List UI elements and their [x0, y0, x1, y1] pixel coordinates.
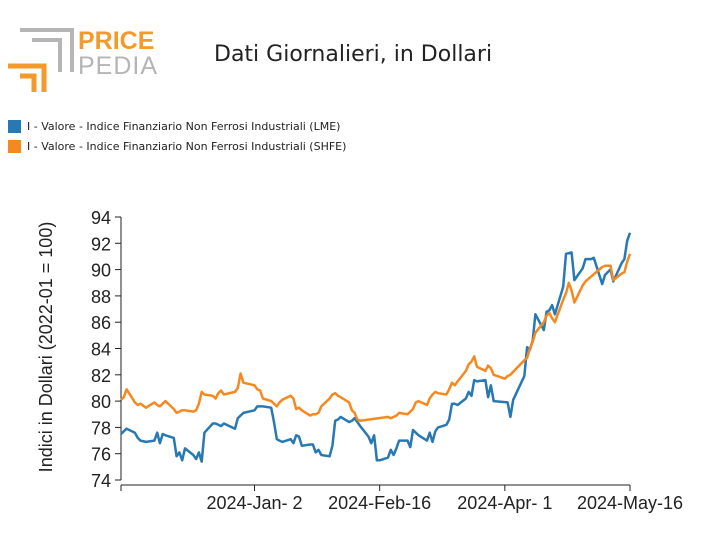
y-tick-label: 86 — [91, 313, 111, 333]
y-tick-label: 74 — [91, 471, 111, 491]
legend-item-lme: I - Valore - Indice Finanziario Non Ferr… — [8, 118, 340, 134]
logo-orange-bracket — [8, 63, 47, 92]
logo-pedia-text: PEDIA — [78, 52, 158, 80]
x-axis: 2024-Jan- 2 2024-Feb-16 2024-Apr- 1 2024-Ma… — [120, 484, 683, 513]
y-tick-label: 88 — [91, 287, 111, 307]
logo-orange-bracket-inner — [20, 73, 37, 92]
legend-label-lme: I - Valore - Indice Finanziario Non Ferr… — [27, 119, 341, 133]
y-tick-label: 80 — [91, 392, 111, 412]
y-axis-label: Indici in Dollari (2022-01 = 100) — [36, 222, 56, 473]
y-tick-label: 90 — [91, 261, 111, 281]
legend-swatch-shfe — [8, 139, 21, 153]
x-tick-label: 2024-May-16 — [577, 493, 683, 513]
series-layer — [120, 232, 632, 463]
pricepedia-logo: PRICE PEDIA — [8, 22, 168, 102]
logo-mark-icon: PRICE PEDIA — [8, 27, 158, 92]
y-tick-label: 82 — [91, 366, 111, 386]
series-line-lme — [120, 232, 632, 463]
chart-title: Dati Giornalieri, in Dollari — [214, 42, 493, 67]
y-tick-label: 94 — [91, 208, 111, 228]
logo-gray-bracket — [20, 28, 74, 72]
y-axis: 74 76 78 80 82 84 86 88 90 92 94 — [91, 208, 122, 491]
y-tick-label: 84 — [91, 340, 111, 360]
legend-swatch-lme — [8, 119, 21, 133]
x-tick-label: 2024-Feb-16 — [328, 493, 431, 513]
x-tick-label: 2024-Apr- 1 — [457, 493, 552, 513]
x-tick-label: 2024-Jan- 2 — [206, 493, 302, 513]
y-tick-label: 76 — [91, 445, 111, 465]
logo-price-text: PRICE — [78, 27, 154, 55]
legend-item-shfe: I - Valore - Indice Finanziario Non Ferr… — [8, 138, 346, 154]
series-line-shfe — [120, 253, 632, 423]
legend-label-shfe: I - Valore - Indice Finanziario Non Ferr… — [27, 139, 347, 153]
logo-gray-bracket-inner — [32, 38, 62, 72]
y-tick-label: 78 — [91, 418, 111, 438]
y-tick-label: 92 — [91, 234, 111, 254]
